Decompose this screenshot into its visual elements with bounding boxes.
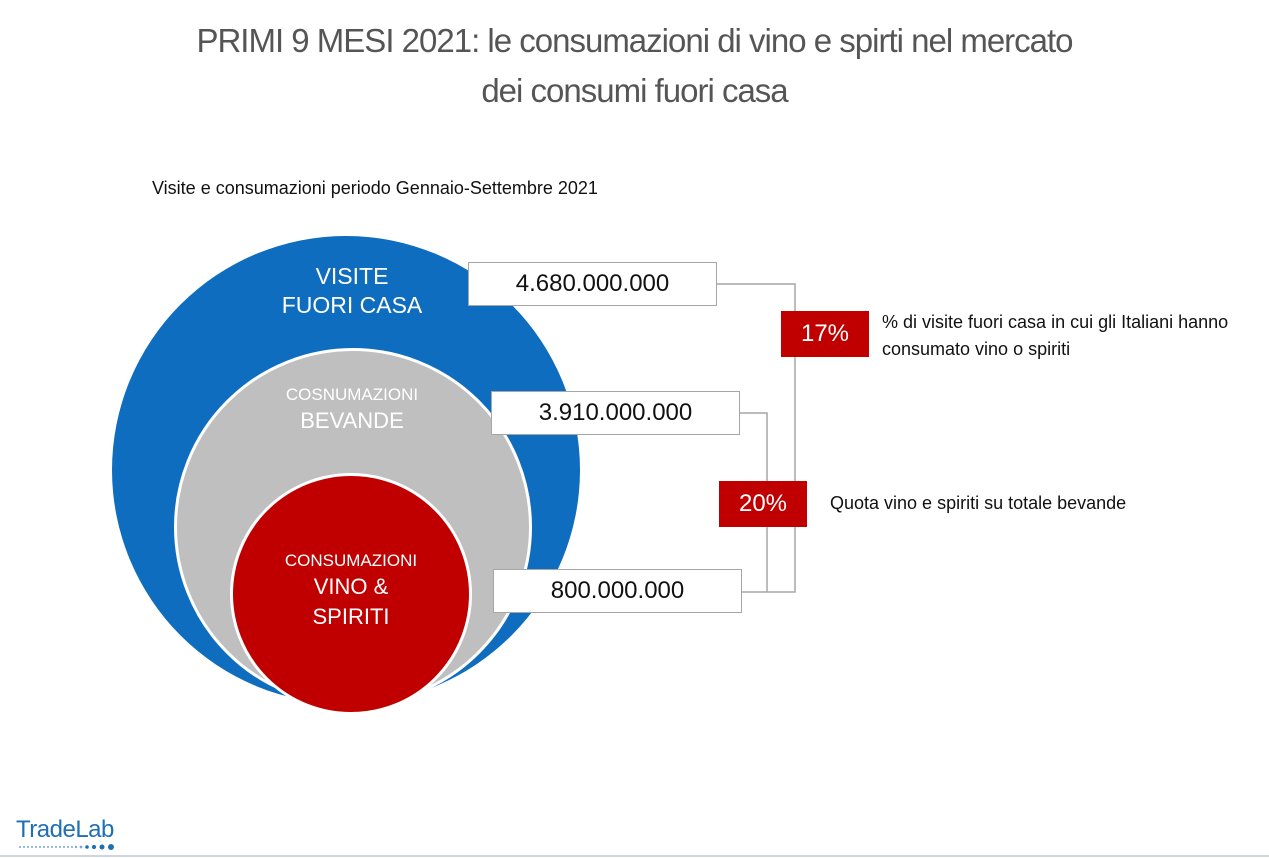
percentage-badge-20: 20% [719,481,807,527]
logo-dots-icon [19,844,114,850]
page-title-line-2: dei consumi fuori casa [481,72,788,109]
percentage-badge-17: 17% [781,311,869,357]
note-visits-share: % di visite fuori casa in cui gli Italia… [882,312,1229,359]
tradelab-logo: TradeLab [16,816,114,844]
circle-label-wine-line-1: CONSUMAZIONI [284,551,418,570]
logo-text-lab: Lab [75,816,114,843]
connector-drinks [740,412,768,592]
page-title: PRIMI 9 MESI 2021: le consumazioni di vi… [196,22,1073,59]
circle-label-visits-line-1: VISITE [315,263,389,289]
value-wine-spirits: 800.000.000 [493,569,742,613]
circle-label-drinks-line-1: COSNUMAZIONI [285,385,419,404]
bottom-divider [0,855,1269,857]
note-drinks-share: Quota vino e spiriti su totale bevande [830,493,1127,513]
circle-label-visits-line-2: FUORI CASA [281,291,423,318]
connector-visits [717,283,796,593]
circle-label-wine-line-2: VINO & [313,574,389,600]
circle-label-visits: VISITE FUORI CASA [236,262,468,320]
value-visits: 4.680.000.000 [468,262,717,306]
circle-label-drinks-line-2: BEVANDE [300,408,404,434]
logo-text-trade: Trade [16,816,76,843]
circle-label-drinks: COSNUMAZIONI BEVANDE [238,384,466,435]
circle-wine-spirits-consumptions [230,473,472,715]
value-drinks: 3.910.000.000 [491,391,740,435]
circle-label-wine-line-3: SPIRITI [312,603,390,629]
subtitle: Visite e consumazioni periodo Gennaio-Se… [152,178,598,198]
circle-label-wine-spirits: CONSUMAZIONI VINO & SPIRITI [240,550,462,630]
